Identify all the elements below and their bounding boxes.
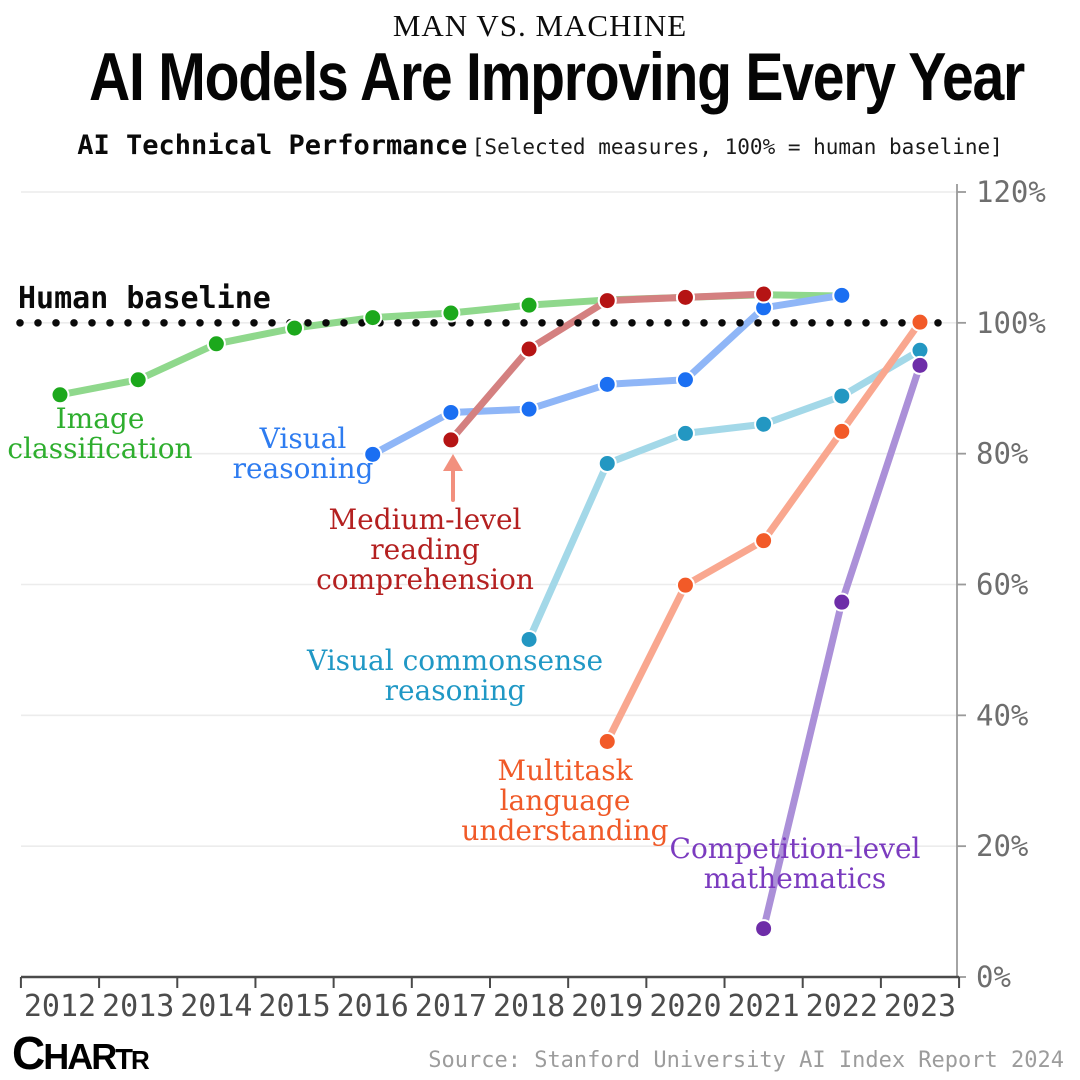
series-label-line: classification [7,432,193,465]
series-label-line: comprehension [316,563,534,596]
data-point-1-2019 [597,374,617,394]
data-point-4-2022 [832,421,852,441]
data-point-3-2019 [597,453,617,473]
data-point-3-2022 [832,386,852,406]
data-point-3-2018 [519,629,539,649]
data-point-4-2020 [675,575,695,595]
series-label-line: Visual [259,422,347,455]
data-point-0-2018 [519,295,539,315]
y-tick-label: 40% [976,698,1028,732]
subtitle-note: [Selected measures, 100% = human baselin… [471,135,1003,159]
x-tick-label: 2016 [337,989,409,1024]
logo-part: HAR [43,1036,117,1077]
source-credit: Source: Stanford University AI Index Rep… [428,1048,1064,1073]
data-point-3-2021 [754,414,774,434]
x-tick-label: 2014 [180,989,252,1024]
y-tick-label: 0% [976,960,1011,994]
series-label-line: understanding [461,814,669,847]
data-point-1-2017 [441,402,461,422]
annotation-arrow-head [443,454,463,471]
data-point-0-2014 [206,334,226,354]
page-title: AI Models Are Improving Every Year [89,39,1025,115]
series-label-line: reasoning [384,674,526,707]
series-label-line: Medium-level [328,503,522,536]
data-point-2-2020 [675,287,695,307]
series-line-3 [525,346,924,643]
data-point-4-2023 [910,312,930,332]
series-label-2: Medium-level reading comprehension [316,505,534,595]
x-tick-label: 2013 [102,989,174,1024]
x-tick-label: 2023 [884,989,956,1024]
data-point-2-2021 [754,284,774,304]
chartr-logo: CHARTR [12,1026,150,1080]
data-point-1-2020 [675,370,695,390]
data-point-0-2013 [128,370,148,390]
series-label-4: Multitask language understanding [461,756,668,846]
data-point-2-2017 [441,430,461,450]
x-tick-label: 2021 [727,989,799,1024]
x-tick-label: 2022 [806,989,878,1024]
y-tick-label: 80% [976,437,1028,471]
series-label-line: language [499,784,631,817]
series-label-line: reading [370,533,480,566]
kicker-text: MAN VS. MACHINE [392,8,688,43]
series-label-line: reasoning [232,452,374,485]
y-tick-label: 100% [976,306,1046,340]
data-point-2-2018 [519,339,539,359]
series-label-3: Visual commonsense reasoning [307,646,603,706]
logo-part: R [130,1045,150,1075]
series-label-line: mathematics [703,862,887,895]
data-point-3-2020 [675,423,695,443]
x-tick-label: 2018 [493,989,565,1024]
data-point-1-2022 [832,285,852,305]
data-point-5-2021 [754,919,774,939]
data-point-4-2021 [754,531,774,551]
x-tick-label: 2012 [24,989,96,1024]
series-label-line: Image [55,402,145,435]
human-baseline-label: Human baseline [18,281,271,316]
logo-part: T [115,1044,133,1076]
x-tick-label: 2015 [258,989,330,1024]
x-tick-label: 2020 [649,989,721,1024]
series-label-line: Visual commonsense [306,644,604,677]
chart-subtitle: AI Technical Performance [Selected measu… [0,130,1080,161]
y-tick-label: 20% [976,829,1028,863]
data-point-0-2012 [50,385,70,405]
y-tick-label: 120% [976,175,1046,209]
page-title-wrap: AI Models Are Improving Every Year [0,39,1080,115]
y-tick-label: 60% [976,567,1028,601]
subtitle-main: AI Technical Performance [77,130,468,161]
data-point-2-2019 [597,291,617,311]
x-tick-label: 2019 [571,989,643,1024]
data-point-5-2022 [832,592,852,612]
data-point-0-2016 [363,308,383,328]
data-point-4-2019 [597,731,617,751]
data-point-0-2015 [285,318,305,338]
series-label-line: Multitask [497,754,633,787]
series-label-5: Competition-level mathematics [670,834,921,894]
series-label-line: Competition-level [669,832,921,865]
data-point-5-2023 [910,355,930,375]
data-point-1-2016 [363,444,383,464]
logo-part: C [12,1027,45,1079]
series-label-1: Visual reasoning [233,424,374,484]
x-tick-label: 2017 [415,989,487,1024]
series-label-0: Image classification [7,404,192,464]
data-point-1-2018 [519,399,539,419]
series-line-2 [447,290,768,444]
data-point-0-2017 [441,303,461,323]
